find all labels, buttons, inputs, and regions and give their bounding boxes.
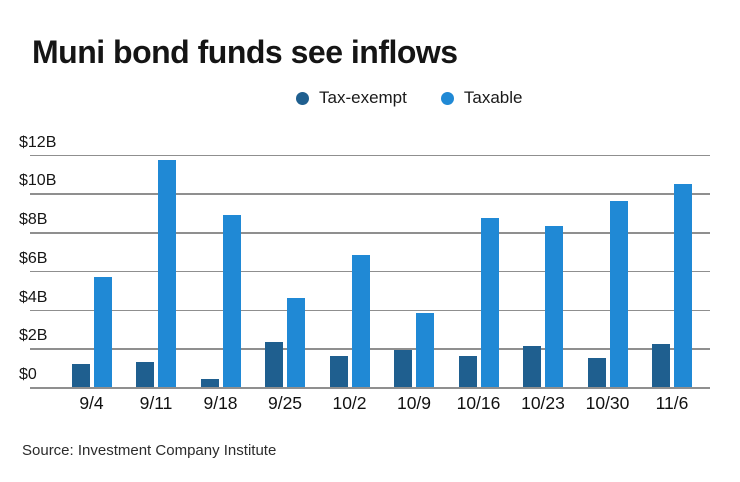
y-axis-tick-label: $12B [19, 133, 57, 151]
bar-chart: $12B $10B $8B $6B $4B $2B $0 9/4 9/11 9/18 9/25 10/… [0, 125, 740, 425]
gridline [30, 348, 710, 350]
bar-tax-exempt [458, 356, 477, 387]
x-axis-tick-label: 9/18 [203, 393, 238, 413]
legend-item-taxable: Taxable [440, 88, 523, 108]
bar-taxable [287, 298, 305, 387]
legend-label-taxable: Taxable [463, 88, 523, 107]
y-axis-tick-label: $8B [19, 211, 48, 229]
x-axis-tick-label: 11/6 [655, 393, 689, 413]
legend-item-tax-exempt: Tax-exempt [296, 88, 407, 108]
gridline [30, 193, 710, 195]
x-axis-tick-label: 9/25 [267, 393, 303, 413]
x-axis-tick-label: 10/30 [585, 393, 630, 413]
bar-taxable [416, 313, 434, 387]
x-axis-tick-label: 10/23 [521, 393, 565, 413]
x-axis-tick-label: 9/4 [79, 393, 104, 413]
legend-label-tax-exempt: Tax-exempt [319, 88, 407, 107]
bar-tax-exempt [329, 356, 348, 387]
bar-tax-exempt [200, 379, 219, 387]
gridline [30, 154, 710, 157]
x-axis-tick-label: 9/11 [139, 393, 173, 413]
gridline [30, 232, 710, 234]
bar-taxable [222, 215, 241, 387]
bar-tax-exempt [136, 362, 154, 387]
gridline [30, 270, 710, 273]
bar-tax-exempt [394, 350, 412, 387]
taxable-dot-icon [440, 91, 454, 105]
bar-taxable [351, 255, 370, 387]
bar-taxable [545, 226, 563, 387]
chart-title: Muni bond funds see inflows [32, 34, 458, 70]
y-axis-tick-label: $10B [19, 172, 57, 190]
x-axis-tick-label: 10/2 [332, 393, 367, 413]
legend: Tax-exempt Taxable [296, 88, 522, 108]
source-attribution: Source: Investment Company Institute [22, 442, 277, 459]
bar-tax-exempt [523, 346, 541, 387]
y-axis-tick-label: $2B [19, 327, 48, 345]
x-axis-line [30, 387, 710, 389]
y-axis-tick-label: $6B [19, 249, 48, 267]
y-axis-tick-label: $0 [19, 366, 37, 383]
x-axis-tick-label: 10/9 [396, 393, 432, 413]
y-axis-tick-label: $4B [19, 288, 48, 306]
bar-taxable [158, 160, 176, 387]
x-axis-tick-label: 10/16 [456, 393, 501, 413]
bar-taxable [480, 218, 499, 387]
bar-taxable [674, 184, 692, 387]
bar-taxable [609, 201, 628, 387]
bar-tax-exempt [71, 364, 90, 387]
bar-taxable [93, 277, 112, 387]
gridline [30, 309, 710, 312]
bar-tax-exempt [265, 342, 283, 387]
tax-exempt-dot-icon [296, 91, 309, 105]
bar-tax-exempt [587, 358, 606, 387]
bar-tax-exempt [652, 344, 670, 387]
